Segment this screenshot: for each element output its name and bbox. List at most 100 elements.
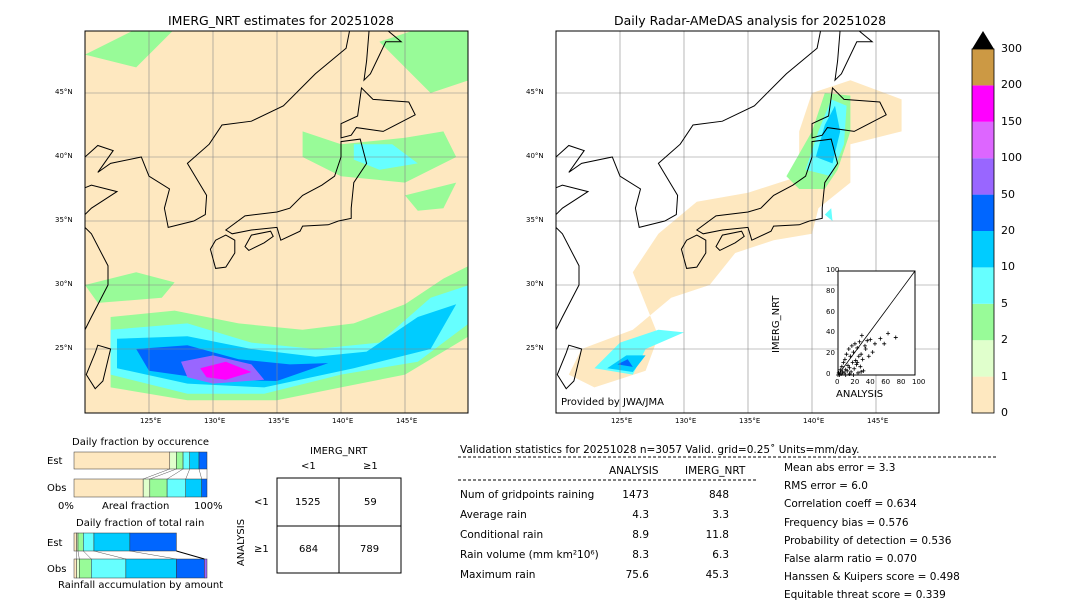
right-map-title: Daily Radar-AMeDAS analysis for 20251028 — [614, 13, 887, 28]
lat-tick-label: 45°N — [55, 88, 73, 96]
total-rain-obs-segment — [73, 558, 77, 579]
map-area — [85, 31, 468, 413]
connector-line — [83, 550, 92, 560]
coastline-sakhalin — [834, 31, 874, 82]
colorbar-frame — [971, 48, 995, 414]
occurrence-obs-segment — [166, 478, 186, 498]
occurrence-obs-segment — [201, 478, 208, 498]
lon-tick-label: 140°E — [332, 417, 354, 425]
total-rain-obs-segment — [125, 558, 177, 579]
connector-line — [166, 468, 184, 480]
stats-analysis-value: 4.3 — [632, 509, 649, 521]
stats-analysis-value: 75.6 — [625, 569, 649, 581]
scatter-point — [842, 370, 847, 375]
scatter-point — [866, 354, 871, 359]
stats-row-label: Rain volume (mm km²10⁶) — [460, 549, 599, 561]
colorbar-segment — [972, 194, 994, 231]
scatter-y-tick: 80 — [826, 286, 835, 295]
colorbar-segment — [972, 49, 994, 86]
total-rain-obs-segment — [79, 558, 92, 579]
lon-tick-label: 145°E — [867, 417, 889, 425]
stats-analysis-value: 1473 — [622, 489, 649, 501]
stats-row-label: Maximum rain — [460, 569, 536, 581]
scatter-point — [841, 360, 846, 365]
occ-x1: 100% — [194, 501, 223, 512]
lat-tick-label: 35°N — [526, 216, 544, 224]
lon-tick-label: 125°E — [140, 417, 162, 425]
lon-tick-label: 125°E — [611, 417, 633, 425]
cont-row-title: ANALYSIS — [236, 518, 248, 567]
scatter-y-tick: 20 — [826, 349, 835, 358]
stats-imerg-value: 11.8 — [705, 529, 729, 541]
colorbar-segment — [972, 340, 994, 377]
colorbar-label: 2 — [1001, 333, 1008, 347]
credit-text: Provided by JWA/JMA — [561, 397, 664, 408]
occ-xlabel: Areal fraction — [102, 501, 170, 512]
connector-line — [143, 468, 170, 480]
scatter-x-tick: 0 — [835, 378, 840, 386]
cont-row-ge: ≥1 — [254, 544, 269, 555]
stats-imerg-value: 6.3 — [712, 549, 729, 561]
rain-region — [85, 272, 175, 303]
cont-cell-12: 59 — [364, 497, 377, 508]
colorbar-segment — [972, 85, 994, 122]
colorbar-segment — [972, 231, 994, 268]
occurrence-title: Daily fraction by occurence — [72, 437, 210, 448]
stats-analysis-value: 8.9 — [632, 529, 649, 541]
occurrence-obs-segment — [149, 478, 168, 498]
scatter-point — [863, 347, 868, 351]
scatter-point — [862, 343, 867, 348]
scatter-diagonal — [837, 270, 916, 376]
scatter-point — [846, 347, 851, 351]
scatter-point — [849, 343, 854, 348]
lon-tick-label: 130°E — [204, 417, 226, 425]
occurrence-est-segment — [73, 451, 171, 470]
scatter-point — [857, 339, 862, 344]
map-frame — [555, 30, 940, 414]
occurrence-est-segment — [176, 451, 184, 470]
scatter-point — [847, 365, 852, 370]
coastline-honshu — [695, 138, 839, 241]
scatter-point — [870, 350, 875, 355]
left-map-title: IMERG_NRT estimates for 20251028 — [168, 13, 395, 28]
colorbar-extend-arrow — [972, 31, 994, 49]
lon-tick-label: 130°E — [675, 417, 697, 425]
scatter-ylabel: IMERG_NRT — [771, 295, 782, 353]
lon-tick-label: 135°E — [268, 417, 290, 425]
lat-tick-label: 30°N — [55, 280, 73, 288]
cont-cell-11: 1525 — [295, 497, 321, 508]
cont-row-lt: <1 — [254, 497, 269, 508]
stats-imerg-value: 848 — [708, 489, 729, 501]
occurrence-obs-segment — [142, 478, 151, 498]
stats-score: Correlation coeff = 0.634 — [784, 498, 917, 511]
cont-cell-22: 789 — [360, 544, 380, 555]
scatter-y-tick: 0 — [826, 370, 831, 378]
occ-obs-label: Obs — [47, 483, 67, 494]
scatter-point — [839, 371, 844, 376]
scatter-y-tick: 100 — [826, 266, 840, 274]
stats-score: Equitable threat score = 0.339 — [784, 589, 946, 602]
coastline-kyushu — [680, 234, 707, 269]
scatter-point — [852, 341, 857, 346]
scatter-point — [842, 357, 847, 362]
coastline-hokkaido — [340, 86, 416, 139]
total-rain-est-segment — [93, 532, 131, 552]
scatter-point — [882, 341, 887, 346]
stats-row-label: Num of gridpoints raining — [460, 489, 595, 501]
connector-line — [77, 550, 80, 560]
stats-score: RMS error = 6.0 — [784, 480, 868, 493]
total-rain-obs-segment — [91, 558, 127, 579]
scatter-y-tick: 40 — [826, 328, 835, 337]
coastline-taiwan — [85, 344, 112, 390]
lat-tick-label: 45°N — [526, 88, 544, 96]
scatter-point — [847, 371, 852, 376]
lat-tick-label: 40°N — [526, 152, 544, 160]
lon-tick-label: 140°E — [803, 417, 825, 425]
scatter-point — [844, 352, 849, 357]
total-rain-est-segment — [129, 532, 177, 552]
coastline-mainland — [85, 31, 351, 331]
total-rain-obs-segment — [176, 558, 205, 579]
scatter-point — [859, 333, 864, 338]
colorbar-label: 20 — [1001, 224, 1015, 237]
